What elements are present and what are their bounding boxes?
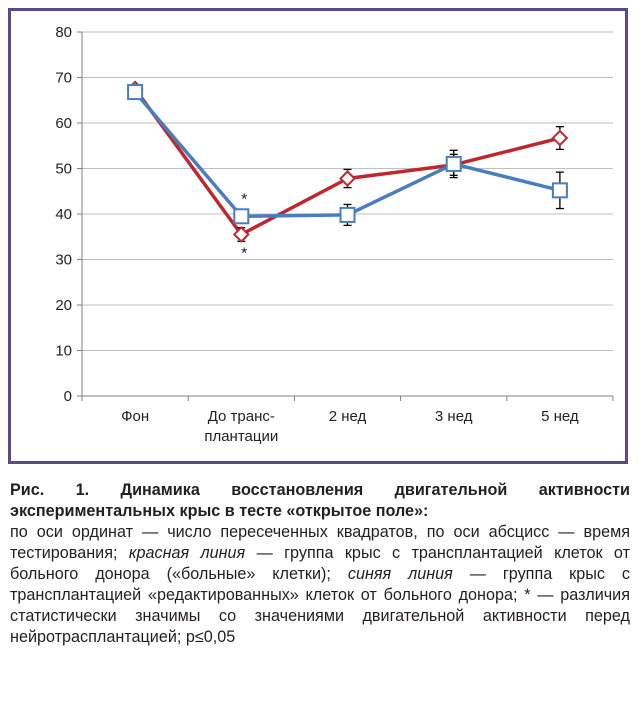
- x-tick-labels: Фон До транс-плантации 2 нед 3 нед 5 нед: [121, 408, 579, 445]
- x-tick-label-3: 3 нед: [435, 408, 473, 425]
- series-1: [127, 84, 568, 227]
- series-1-point-2: [339, 206, 356, 223]
- line-chart: 0 10 20 30 40 50 60 70 80 Фон До транс-плантации 2…: [55, 24, 614, 445]
- caption-blue-term: синяя линия: [347, 565, 453, 583]
- significance-mark-1: *: [241, 245, 247, 262]
- series-1-point-4: [551, 182, 568, 199]
- x-tick-label-1-line-0: До транс-: [208, 408, 275, 425]
- series-0-point-4: [551, 129, 569, 147]
- caption-text-2: — группа крыс с трансплантацией клеток о…: [10, 544, 630, 583]
- series-1-point-0: [127, 84, 144, 101]
- x-tick-label-0-line-0: Фон: [121, 408, 149, 425]
- y-tick-labels: 0 10 20 30 40 50 60 70 80: [55, 24, 72, 405]
- y-tick-label-70: 70: [55, 70, 72, 87]
- figure-frame: 0 10 20 30 40 50 60 70 80 Фон До транс-плантации 2…: [8, 8, 628, 464]
- gridlines: [82, 31, 613, 351]
- y-tick-label-30: 30: [55, 252, 72, 269]
- figure-caption: Рис. 1. Динамика восстановления двигател…: [10, 480, 630, 648]
- x-tick-label-2-line-0: 2 нед: [329, 408, 367, 425]
- axes: [77, 31, 614, 401]
- significance-mark-0: *: [241, 191, 247, 208]
- x-tick-label-1-line-1: плантации: [204, 428, 278, 445]
- series-1-point-3: [445, 155, 462, 172]
- x-tick-label-3-line-0: 3 нед: [435, 408, 473, 425]
- y-tick-label-80: 80: [55, 24, 72, 41]
- series: [126, 80, 569, 243]
- y-tick-label-50: 50: [55, 161, 72, 178]
- caption-body: по оси ординат — число пересеченных квад…: [10, 522, 630, 648]
- caption-text-1: по оси ординат — число пересеченных квад…: [10, 523, 630, 562]
- x-tick-label-1: До транс-плантации: [204, 408, 278, 445]
- x-tick-label-0: Фон: [121, 408, 149, 425]
- caption-red-term: красная линия: [128, 544, 246, 562]
- x-tick-label-4: 5 нед: [541, 408, 579, 425]
- x-tick-label-4-line-0: 5 нед: [541, 408, 579, 425]
- series-1-point-1: [233, 208, 250, 225]
- y-tick-label-20: 20: [55, 297, 72, 314]
- y-tick-label-10: 10: [55, 343, 72, 360]
- caption-text-3: — группа крыс с трансплантацией «редакти…: [10, 565, 631, 646]
- y-tick-label-60: 60: [55, 115, 72, 132]
- annotations: **: [241, 191, 247, 262]
- y-tick-label-40: 40: [55, 206, 72, 223]
- series-0-point-2: [339, 170, 356, 187]
- y-tick-label-0: 0: [64, 388, 72, 405]
- series-0-point-1: [232, 226, 250, 243]
- x-tick-label-2: 2 нед: [329, 408, 367, 425]
- caption-title: Рис. 1. Динамика восстановления двигател…: [10, 481, 630, 520]
